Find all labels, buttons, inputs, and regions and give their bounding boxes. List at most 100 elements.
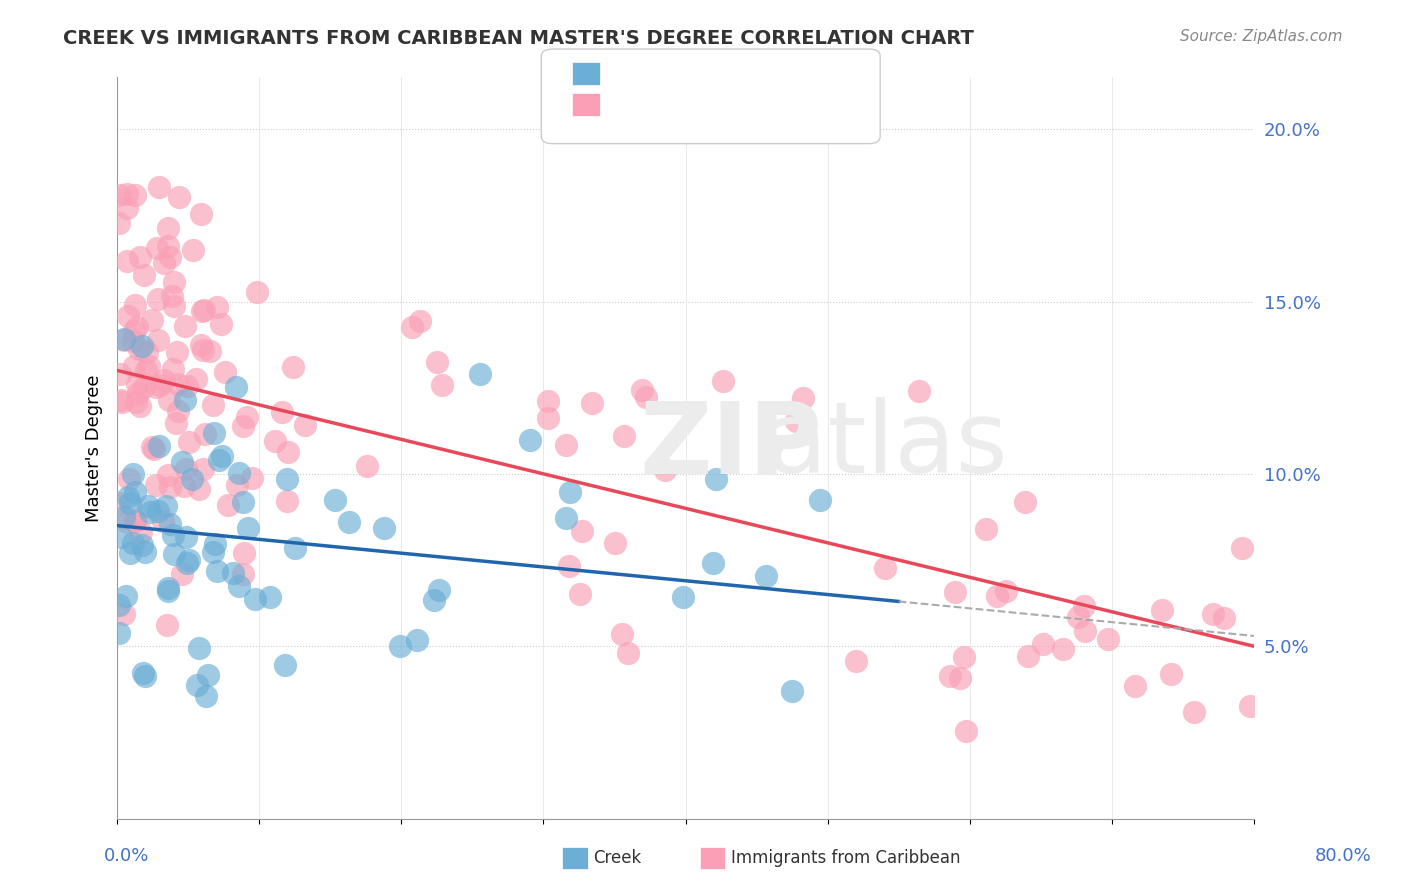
Point [1014, 494, 1036, 508]
Point [468, 367, 491, 381]
Point [323, 492, 346, 507]
Point [274, 657, 297, 672]
Point [423, 592, 446, 607]
Point [401, 320, 423, 334]
Point [155, 499, 177, 513]
Point [225, 379, 247, 393]
Point [146, 292, 169, 306]
Point [405, 633, 427, 648]
Point [173, 318, 195, 333]
Point [571, 524, 593, 538]
Point [174, 462, 197, 476]
Point [581, 396, 603, 410]
Point [127, 319, 149, 334]
Point [270, 404, 292, 418]
Point [949, 671, 972, 685]
Point [232, 419, 254, 434]
Point [112, 607, 135, 622]
Point [617, 647, 640, 661]
Point [427, 583, 450, 598]
Point [136, 500, 159, 514]
Point [228, 466, 250, 480]
Point [246, 285, 269, 299]
Point [603, 536, 626, 550]
Point [654, 463, 676, 477]
Point [141, 440, 163, 454]
Point [1052, 642, 1074, 657]
Point [156, 220, 179, 235]
Point [173, 392, 195, 407]
Point [145, 477, 167, 491]
Point [128, 250, 150, 264]
Point [111, 394, 134, 409]
Point [193, 303, 215, 318]
Point [120, 496, 142, 510]
Point [146, 504, 169, 518]
Point [792, 391, 814, 405]
Point [281, 360, 304, 375]
Point [713, 374, 735, 388]
Point [179, 434, 201, 449]
Point [276, 493, 298, 508]
Point [226, 478, 249, 492]
Point [955, 723, 977, 738]
Point [202, 398, 225, 412]
Point [125, 394, 148, 409]
Point [634, 390, 657, 404]
Point [146, 334, 169, 348]
Text: Creek: Creek [593, 849, 641, 867]
Point [118, 472, 141, 486]
Point [117, 253, 139, 268]
Point [1123, 679, 1146, 693]
Point [129, 525, 152, 540]
Point [117, 201, 139, 215]
Point [236, 409, 259, 424]
Point [134, 268, 156, 283]
Point [1073, 599, 1095, 613]
Point [1032, 637, 1054, 651]
Point [1202, 607, 1225, 621]
Point [108, 367, 131, 381]
Point [276, 472, 298, 486]
Point [232, 566, 254, 581]
Point [187, 482, 209, 496]
Point [180, 472, 202, 486]
Point [174, 530, 197, 544]
Point [152, 256, 174, 270]
Point [785, 414, 807, 428]
Point [162, 547, 184, 561]
Point [127, 386, 149, 401]
Point [108, 188, 131, 202]
Point [166, 345, 188, 359]
Point [176, 379, 198, 393]
Point [159, 480, 181, 494]
Point [1182, 705, 1205, 719]
Point [124, 188, 146, 202]
Point [537, 410, 560, 425]
Point [159, 250, 181, 264]
Point [228, 579, 250, 593]
Point [613, 429, 636, 443]
Text: CREEK VS IMMIGRANTS FROM CARIBBEAN MASTER'S DEGREE CORRELATION CHART: CREEK VS IMMIGRANTS FROM CARIBBEAN MASTE… [63, 29, 974, 48]
Point [172, 455, 194, 469]
Point [148, 439, 170, 453]
Point [124, 514, 146, 528]
Point [148, 179, 170, 194]
Point [195, 689, 218, 703]
Point [939, 669, 962, 683]
Point [994, 583, 1017, 598]
Point [808, 493, 831, 508]
Point [245, 591, 267, 606]
Text: atlas: atlas [766, 398, 1008, 494]
Point [1097, 632, 1119, 647]
Point [233, 546, 256, 560]
Point [121, 334, 143, 348]
Point [845, 654, 868, 668]
Point [139, 505, 162, 519]
Point [190, 207, 212, 221]
Point [129, 399, 152, 413]
Point [181, 243, 204, 257]
Point [873, 561, 896, 575]
Point [976, 522, 998, 536]
Point [560, 485, 582, 500]
